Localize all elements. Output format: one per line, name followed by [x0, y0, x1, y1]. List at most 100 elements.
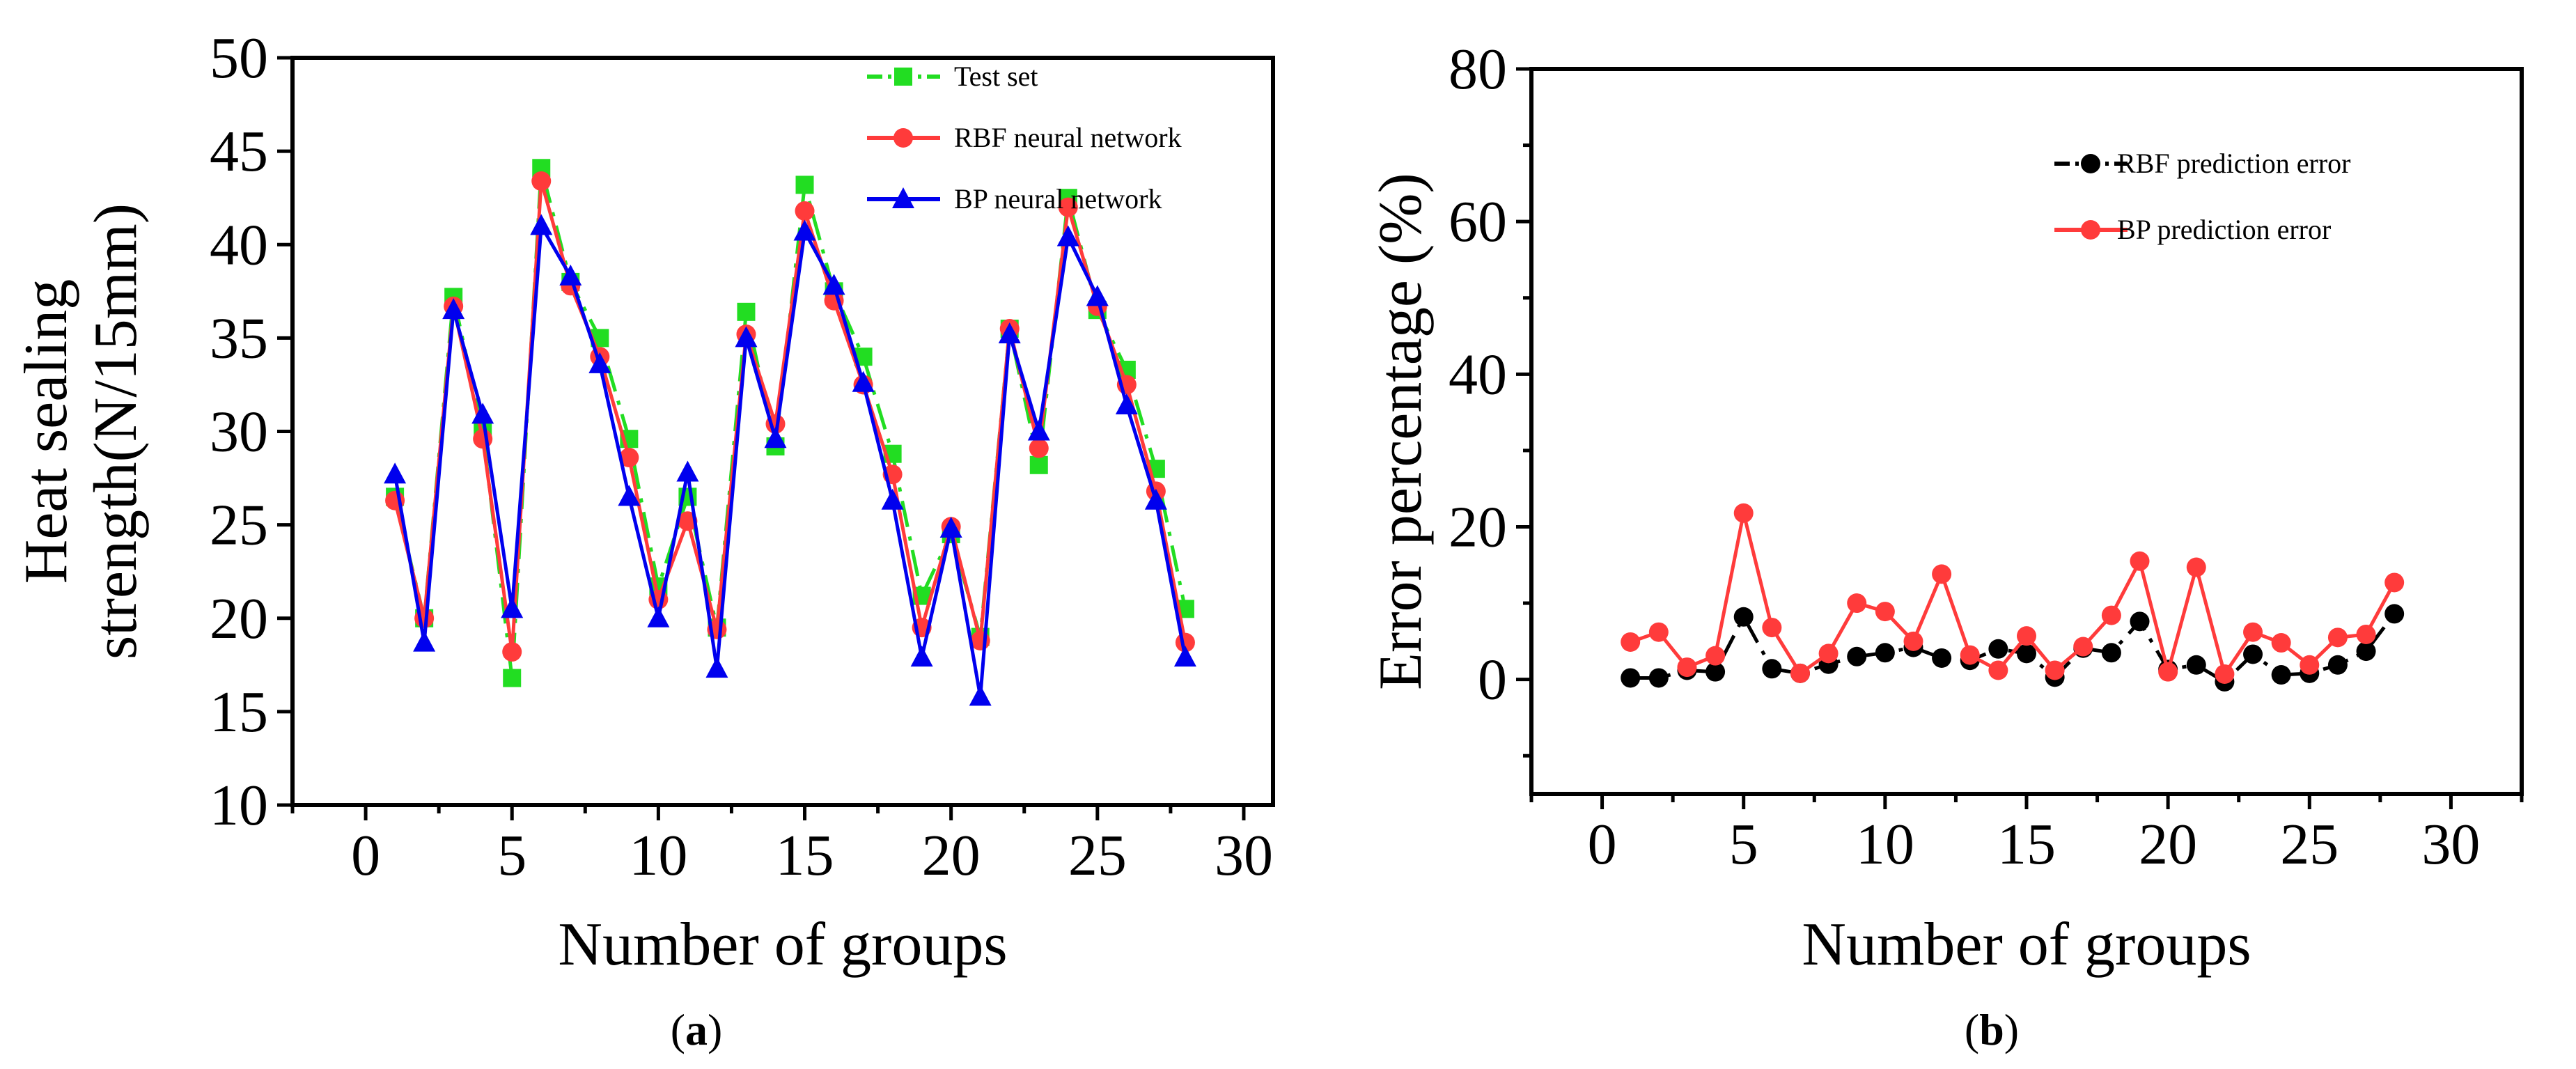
x-tick-label: 25 — [2280, 812, 2339, 877]
data-point — [1115, 393, 1138, 414]
x-tick-label: 15 — [1997, 812, 2056, 877]
data-point — [619, 448, 639, 468]
y-tick-label: 10 — [210, 773, 268, 838]
x-axis-title: Number of groups — [1802, 911, 2251, 978]
data-point — [2130, 611, 2150, 632]
caption-paren: ) — [708, 1005, 722, 1054]
y-tick-label: 0 — [1478, 648, 1507, 712]
data-point — [1029, 455, 1048, 474]
data-point — [1790, 663, 1810, 683]
data-point — [2327, 655, 2348, 675]
data-point — [2017, 626, 2036, 646]
y-tick-label: 80 — [1449, 37, 1507, 102]
legend-marker — [892, 187, 914, 208]
data-point — [1058, 197, 1078, 217]
data-point — [2271, 665, 2291, 685]
caption-letter: b — [1979, 1005, 2004, 1054]
data-point — [764, 427, 787, 448]
data-point — [2101, 605, 2121, 625]
plot-frame — [1529, 67, 2524, 796]
y-tick-label: 60 — [1449, 189, 1507, 254]
series-line — [393, 220, 1187, 697]
data-point — [531, 171, 552, 192]
data-point — [1875, 602, 1895, 622]
data-point — [2101, 643, 2121, 663]
y-tick-label: 30 — [210, 400, 268, 465]
data-point — [1029, 438, 1049, 458]
data-point — [442, 298, 465, 320]
data-point — [530, 214, 553, 235]
data-point — [795, 201, 815, 221]
data-point — [559, 264, 582, 286]
caption-paren: ( — [1965, 1005, 1979, 1054]
series-bp-neural-network — [384, 214, 1196, 706]
data-point — [737, 302, 756, 321]
series-bp-prediction-error — [1621, 503, 2405, 684]
caption-paren: ( — [671, 1005, 685, 1054]
legend-entry: Test set — [867, 61, 1038, 92]
data-point — [969, 685, 992, 706]
data-point — [1875, 643, 1895, 663]
data-point — [2356, 624, 2376, 644]
data-point — [2186, 655, 2206, 675]
data-point — [2384, 572, 2405, 593]
data-point — [1677, 657, 1697, 678]
data-point — [1027, 419, 1050, 441]
data-point — [1903, 631, 1923, 651]
y-tick-label: 35 — [210, 306, 268, 370]
data-point — [1762, 659, 1782, 679]
data-point — [1086, 285, 1109, 306]
data-point — [1733, 503, 1754, 523]
data-point — [618, 485, 641, 506]
legend-marker — [2081, 220, 2100, 240]
data-point — [502, 642, 522, 662]
data-point — [471, 403, 494, 424]
x-tick-label: 5 — [1729, 812, 1758, 877]
data-point — [413, 630, 436, 652]
x-axis-title: Number of groups — [558, 911, 1007, 978]
data-point — [2017, 643, 2036, 664]
data-point — [1621, 668, 1641, 688]
legend-marker — [2081, 154, 2100, 173]
data-point — [473, 429, 493, 449]
data-point — [735, 326, 758, 348]
data-point — [1988, 639, 2008, 659]
legend-entry: BP neural network — [867, 183, 1162, 214]
legend-marker — [893, 128, 913, 148]
x-tick-label: 15 — [776, 823, 834, 888]
data-point — [2243, 644, 2263, 664]
y-tick-label: 25 — [210, 493, 268, 558]
data-point — [647, 606, 670, 627]
x-tick-label: 25 — [1068, 823, 1127, 888]
data-point — [1733, 607, 1754, 627]
x-tick-label: 30 — [1215, 823, 1273, 888]
data-point — [939, 516, 962, 538]
data-point — [2186, 557, 2206, 577]
legend-label: RBF prediction error — [2117, 148, 2351, 179]
data-point — [2327, 627, 2348, 648]
x-tick-label: 20 — [2139, 812, 2197, 877]
data-point — [1988, 660, 2008, 680]
data-point — [1818, 643, 1839, 664]
caption-letter: a — [685, 1005, 708, 1054]
y-tick-label: 20 — [1449, 494, 1507, 559]
x-tick-label: 0 — [351, 823, 380, 888]
x-tick-label: 5 — [497, 823, 526, 888]
chart-panel-a: 0 5 10 15 20 25 30 10 15 20 25 30 35 40 45 50 Number of … — [13, 26, 1275, 1054]
x-tick-label: 20 — [922, 823, 981, 888]
data-point — [1705, 646, 1726, 666]
legend-entry: RBF prediction error — [2054, 148, 2351, 179]
y-tick-label: 45 — [210, 119, 268, 184]
data-point — [822, 274, 845, 295]
data-point — [2243, 622, 2263, 642]
x-tick-label: 30 — [2421, 812, 2480, 877]
legend-label: BP neural network — [954, 183, 1162, 214]
panel-caption: (a) — [671, 1005, 723, 1054]
chart-panel-b: 0 5 10 15 20 25 30 0 20 40 60 80 Number of groups Err… — [1367, 37, 2524, 1054]
data-point — [1932, 648, 1952, 668]
caption-paren: ) — [2004, 1005, 2019, 1054]
data-point — [384, 462, 407, 484]
data-point — [852, 370, 875, 392]
data-point — [910, 646, 933, 667]
panel-caption: (b) — [1965, 1005, 2019, 1054]
